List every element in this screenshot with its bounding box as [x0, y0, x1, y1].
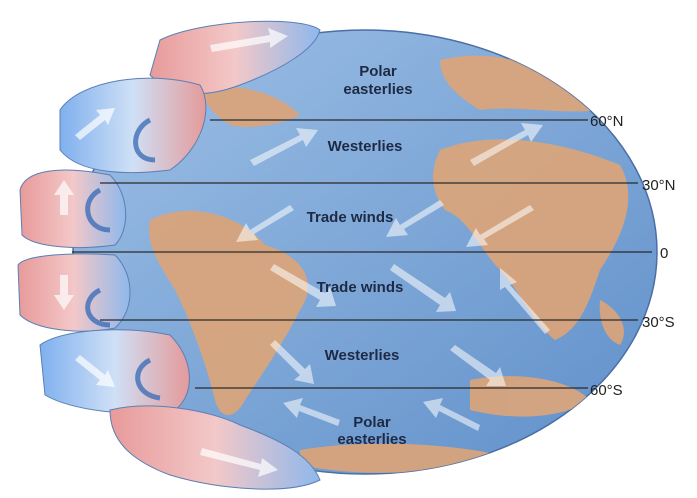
latitude-lines	[72, 119, 652, 389]
circulation-cells	[17, 20, 321, 490]
latitude-label: 0	[660, 245, 668, 262]
belt-label: Polar	[359, 63, 397, 80]
belt-label: Westerlies	[328, 138, 403, 155]
latitude-label: 60°N	[590, 113, 624, 130]
wind-belt-labels: Polar easterlies Westerlies Trade winds …	[307, 63, 413, 448]
belt-label: easterlies	[337, 431, 406, 448]
belt-label: Trade winds	[317, 279, 404, 296]
belt-label: Westerlies	[325, 347, 400, 364]
belt-label: Polar	[353, 414, 391, 431]
latitude-labels: 60°N 30°N 0 30°S 60°S	[590, 113, 676, 399]
belt-label: Trade winds	[307, 209, 394, 226]
latitude-label: 30°S	[642, 314, 675, 331]
belt-label: easterlies	[343, 81, 412, 98]
latitude-label: 30°N	[642, 177, 676, 194]
latitude-label: 60°S	[590, 382, 623, 399]
